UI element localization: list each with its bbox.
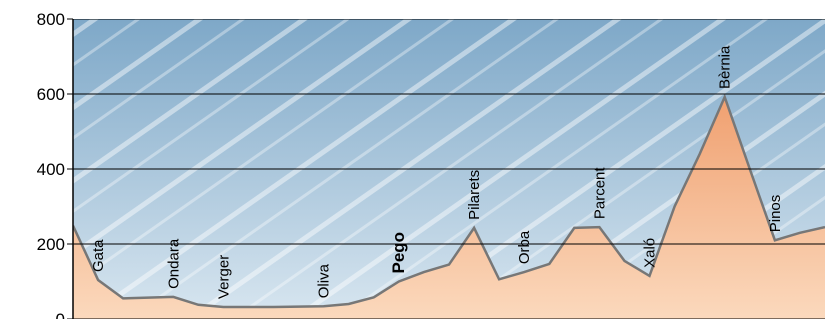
y-tick-label: 600 [37, 85, 65, 104]
chart: 0 200 400 600 800 Gata Ondara Verger Oliva Pego Pi… [0, 0, 825, 319]
place-label: Oliva [316, 263, 333, 298]
place-label: Pego [389, 232, 408, 274]
y-tick-label: 400 [37, 160, 65, 179]
place-label: Ondara [165, 238, 182, 289]
y-tick-label: 800 [37, 10, 65, 29]
y-tick-label: 200 [37, 235, 65, 254]
place-label: Bèrnia [717, 45, 734, 89]
place-label: Parcent [591, 167, 608, 220]
place-label: Pilarets [466, 170, 483, 220]
place-label: Orba [516, 230, 533, 264]
place-label: Pinos [767, 195, 784, 233]
y-tick-label: 0 [56, 310, 65, 319]
place-label: Xaló [642, 238, 659, 268]
place-label: Gata [90, 239, 107, 272]
place-label: Verger [215, 255, 232, 299]
